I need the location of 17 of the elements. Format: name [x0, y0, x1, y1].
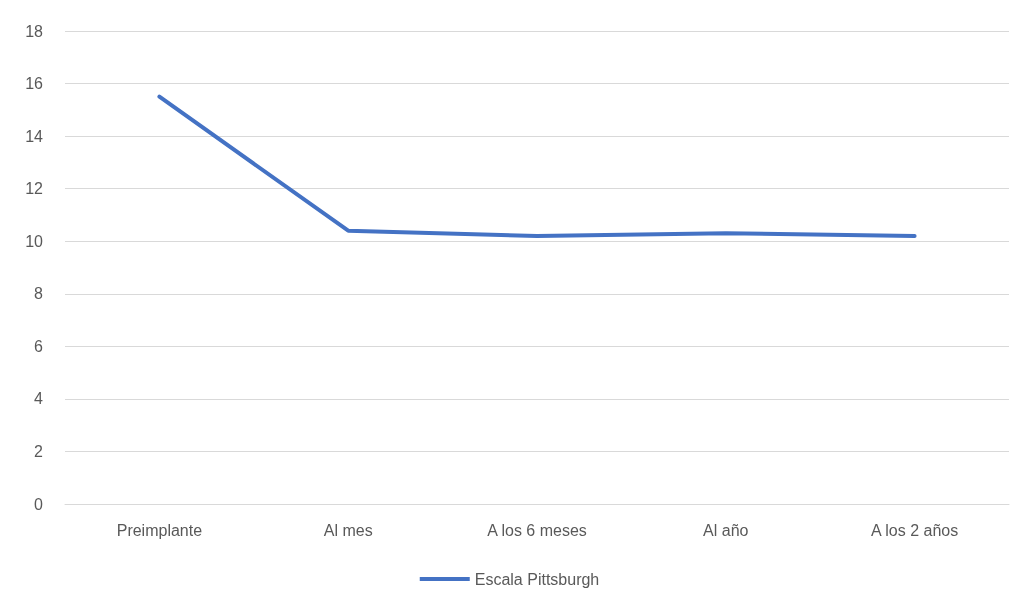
x-tick-label: A los 2 años	[871, 521, 959, 539]
y-tick-label: 18	[25, 22, 44, 40]
x-tick-label: Al año	[703, 521, 749, 539]
x-tick-label: Preimplante	[116, 521, 203, 539]
y-tick-label: 10	[25, 232, 44, 250]
y-tick-label: 12	[25, 180, 44, 198]
y-tick-label: 8	[34, 285, 44, 303]
line-series	[157, 94, 917, 238]
y-tick-label: 6	[34, 337, 44, 355]
y-tick-label: 2	[34, 442, 44, 460]
legend-label: Escala Pittsburgh	[474, 570, 600, 588]
y-tick-label: 0	[34, 495, 44, 513]
y-tick-label: 16	[25, 75, 44, 93]
x-tick-label: A los 6 meses	[487, 521, 587, 539]
x-tick-label: Al mes	[323, 521, 373, 539]
y-tick-label: 14	[25, 127, 44, 145]
y-tick-label: 4	[34, 390, 44, 408]
